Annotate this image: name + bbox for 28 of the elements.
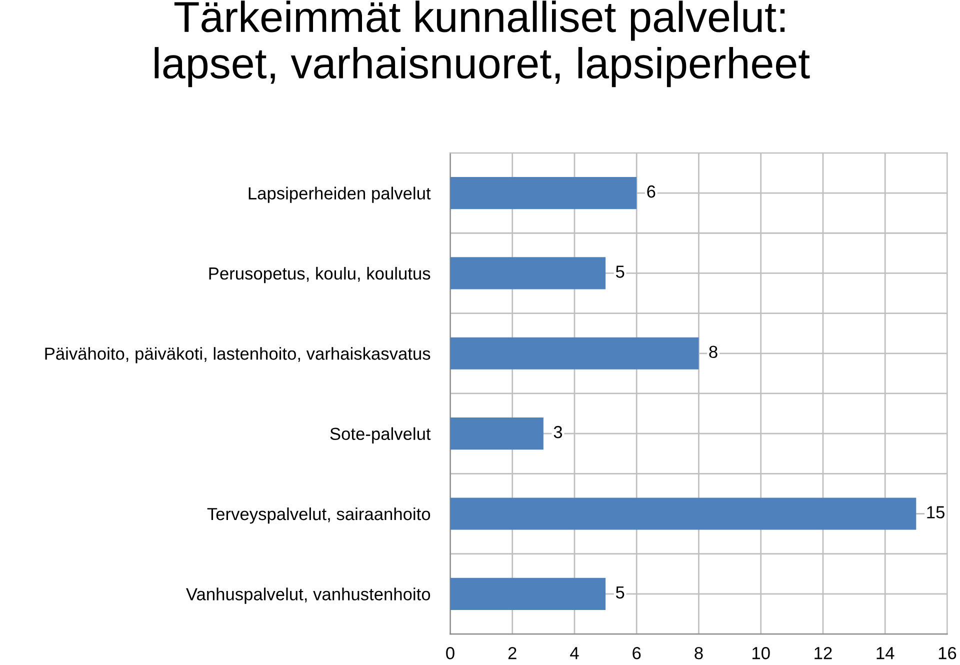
bar: [450, 337, 699, 370]
bar: [450, 498, 916, 530]
x-tick-label: 6: [632, 646, 641, 660]
x-tick-label: 16: [938, 646, 956, 660]
bar: [450, 177, 637, 210]
y-tick-label: Lapsiperheiden palvelut: [248, 186, 431, 203]
y-tick-label: Sote-palvelut: [330, 427, 431, 444]
data-label: 3: [554, 426, 562, 438]
x-tick-label: 14: [876, 647, 894, 660]
bar: [450, 257, 606, 290]
data-label: 15: [927, 506, 944, 518]
x-tick-label: 4: [570, 647, 579, 660]
x-tick-label: 2: [508, 646, 516, 660]
x-tick-label: 8: [694, 646, 703, 660]
data-label: 6: [647, 185, 656, 198]
chart-title: Tärkeimmät kunnalliset palvelut: lapset, varhaisnuoret, lapsiperheet: [154, 0, 810, 88]
y-tick-label: Päivähoito, päiväkoti, lastenhoito, varhaiskasvatus: [45, 347, 430, 364]
data-label: 8: [709, 346, 718, 358]
y-tick-label: Terveyspalvelut, sairaanhoito: [207, 507, 430, 524]
y-tick-label: Perusopetus, koulu, koulutus: [209, 266, 430, 284]
y-tick-label: Vanhuspalvelut, vanhustenhoito: [186, 588, 430, 604]
bar: [450, 578, 606, 610]
data-label: 5: [616, 266, 624, 278]
x-tick-label: 0: [446, 646, 454, 660]
data-label: 5: [616, 586, 624, 599]
x-tick-label: 10: [752, 646, 770, 660]
x-tick-label: 12: [814, 646, 832, 660]
bar: [450, 418, 544, 450]
